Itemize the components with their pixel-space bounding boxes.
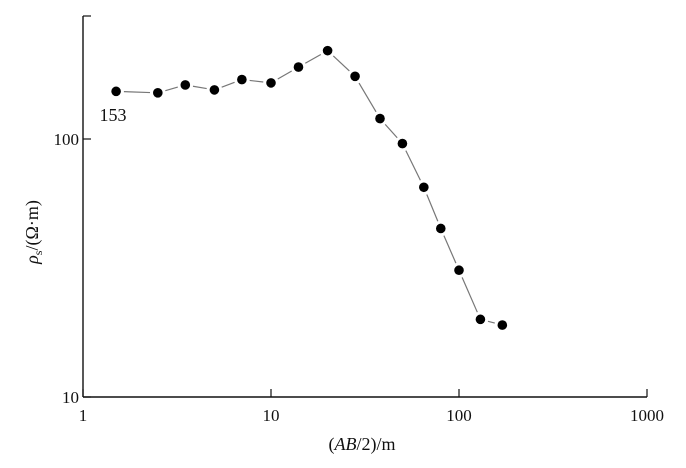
data-point <box>435 223 446 234</box>
y-tick-label: 100 <box>54 130 80 149</box>
x-tick-label: 100 <box>446 406 472 425</box>
data-point <box>266 78 276 88</box>
data-point <box>237 74 247 85</box>
series-segment <box>384 123 398 139</box>
x-axis-ticks: 1 10 100 1000 <box>79 389 664 425</box>
data-point <box>350 71 360 82</box>
series-segment <box>405 150 421 181</box>
data-point <box>209 85 220 95</box>
series-segment <box>443 235 457 264</box>
data-point <box>180 80 191 90</box>
x-tick-label: 1 <box>79 406 88 425</box>
series-segment <box>426 194 439 222</box>
data-point <box>454 265 464 276</box>
data-point <box>293 62 304 72</box>
data-point <box>397 138 408 149</box>
data-point <box>375 113 385 124</box>
data-point <box>497 320 508 330</box>
data-label-153: 153 <box>100 105 127 125</box>
data-point <box>419 182 429 193</box>
y-tick-label: 10 <box>62 388 79 407</box>
y-axis-ticks: 10 100 <box>54 15 91 407</box>
series-segment <box>192 85 207 90</box>
data-point <box>322 45 333 56</box>
series-segment <box>123 91 151 94</box>
series-segment <box>461 277 478 313</box>
x-axis-title: (AB/2)/m <box>329 434 396 455</box>
plot-area <box>111 45 508 330</box>
x-tick-label: 1000 <box>630 406 664 425</box>
series-segment <box>221 81 235 88</box>
y-axis-title: ρs/(Ω·m) <box>22 200 45 265</box>
series-segment <box>487 320 495 324</box>
data-point <box>153 88 163 98</box>
series-segment <box>332 55 350 72</box>
x-tick-label: 10 <box>263 406 280 425</box>
series-segment <box>277 70 293 80</box>
series-segment <box>358 82 377 113</box>
data-point <box>111 86 121 97</box>
data-point <box>475 314 486 325</box>
series-segment <box>165 86 178 92</box>
series-segment <box>304 53 322 64</box>
series-segment <box>249 79 264 83</box>
